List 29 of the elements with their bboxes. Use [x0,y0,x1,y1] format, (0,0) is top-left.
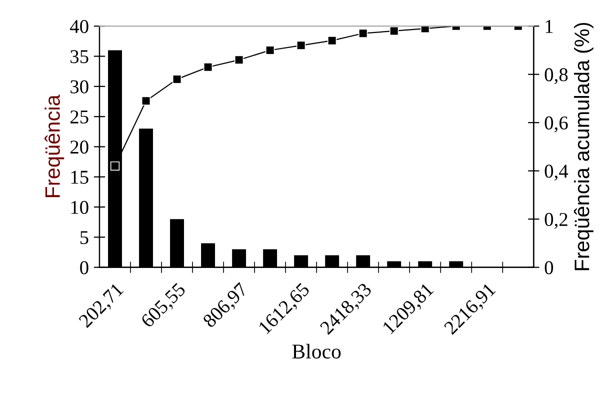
x-axis-title: Bloco [292,344,341,359]
point [234,55,244,64]
y-tick-label: 25 [70,110,88,124]
y2-tick-label: 0,6 [544,116,568,132]
point [296,40,306,50]
point [358,28,368,38]
y-tick-label: 40 [70,20,88,34]
point [420,26,430,34]
y2-tick-label: 0 [544,261,554,274]
y2-tick-label: 1 [546,20,553,33]
y-tick-label: 35 [70,50,88,64]
point [265,46,275,55]
y-tick-label: 20 [70,140,88,154]
point [327,36,337,46]
y-tick-label: 0 [80,261,88,274]
point [172,74,182,84]
y2-axis-title: Freqüência acumulada (%) [574,22,594,270]
y2-tick-label: 0,2 [544,212,568,229]
y-tick-label: 10 [71,200,88,214]
y-axis-title: Freqüência [44,94,64,198]
point [203,62,213,72]
y-tick-label: 5 [80,231,88,244]
point [110,161,120,171]
y-tick-label: 30 [70,80,88,94]
point [390,26,399,36]
y-tick-label: 15 [71,170,88,184]
y2-tick-label: 0,8 [544,68,568,84]
point [141,96,151,106]
y2-tick-label: 0,4 [544,164,568,181]
